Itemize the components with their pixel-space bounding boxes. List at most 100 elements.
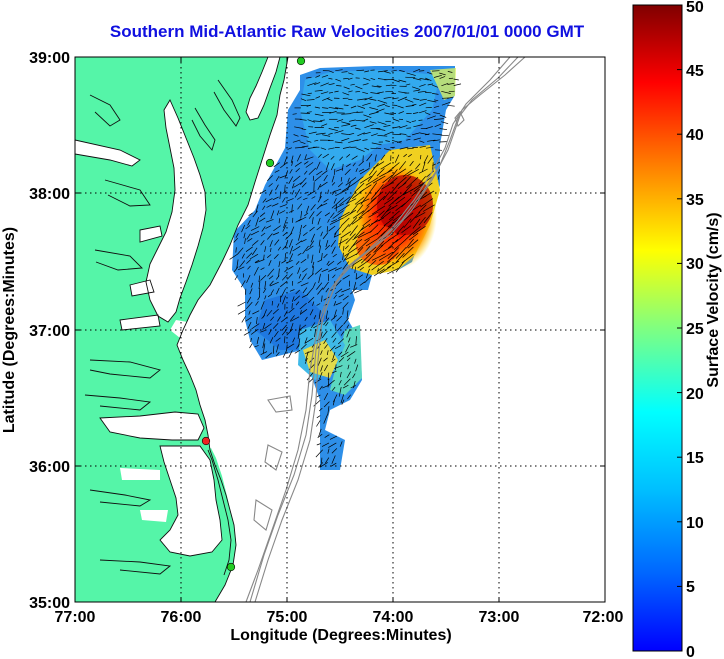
velocity-vector (409, 160, 414, 167)
velocity-vector (438, 169, 440, 174)
velocity-vector (302, 245, 309, 255)
velocity-vector (321, 252, 323, 261)
velocity-vector (291, 183, 295, 189)
velocity-vector (291, 160, 294, 166)
velocity-vector (311, 261, 315, 268)
velocity-vector (296, 154, 301, 162)
velocity-vector (298, 216, 307, 222)
velocity-vector (376, 210, 385, 218)
velocity-vector (344, 209, 357, 218)
velocity-vector (320, 91, 329, 95)
velocity-vector (319, 181, 328, 188)
velocity-vector (264, 295, 267, 300)
velocity-vector (313, 282, 316, 288)
velocity-vector (267, 175, 273, 182)
velocity-vector (317, 287, 324, 295)
velocity-vector (385, 204, 398, 213)
velocity-vector (336, 119, 344, 122)
velocity-vector (377, 268, 379, 273)
velocity-vector (363, 114, 372, 119)
velocity-vector (326, 350, 329, 356)
velocity-vector (317, 357, 322, 367)
velocity-vector (343, 317, 349, 325)
velocity-vector (308, 167, 317, 175)
velocity-vector (325, 287, 329, 293)
velocity-vector (331, 462, 337, 467)
velocity-vector (300, 343, 307, 350)
velocity-vector (290, 315, 295, 322)
velocity-vector (294, 126, 303, 129)
velocity-vector (269, 280, 274, 286)
velocity-vector (319, 371, 323, 380)
velocity-vector (390, 183, 400, 194)
velocity-vector (276, 287, 280, 295)
velocity-vector (311, 322, 316, 329)
velocity-vector (258, 281, 261, 289)
velocity-vector (401, 225, 412, 233)
velocity-vector (292, 337, 296, 343)
velocity-vector (255, 259, 265, 264)
velocity-vector (350, 287, 358, 295)
velocity-vector (406, 138, 411, 141)
velocity-vector (383, 245, 394, 252)
velocity-vector (419, 77, 429, 81)
x-tick-label: 75:00 (267, 609, 308, 626)
velocity-vector (351, 189, 365, 199)
station-marker-north[interactable] (296, 56, 306, 66)
velocity-vector (350, 105, 357, 109)
velocity-vector (262, 338, 266, 349)
velocity-vector (399, 125, 408, 129)
velocity-vector (292, 139, 301, 143)
velocity-vector (337, 338, 345, 345)
velocity-vector (331, 219, 338, 223)
velocity-vector (313, 323, 322, 329)
velocity-vector (383, 96, 392, 99)
velocity-vector (246, 301, 253, 310)
station-marker-duck[interactable] (201, 436, 211, 446)
velocity-vector (309, 240, 315, 248)
velocity-vector (332, 394, 338, 403)
velocity-vector (323, 253, 328, 259)
velocity-vector (266, 254, 272, 258)
station-marker-mid[interactable] (265, 158, 275, 168)
velocity-vector (383, 125, 391, 128)
velocity-vector (374, 154, 377, 162)
velocity-vector (423, 155, 429, 164)
velocity-vector (334, 365, 343, 369)
velocity-vector (355, 336, 357, 346)
velocity-vector (317, 196, 322, 203)
velocity-vector (354, 358, 357, 364)
velocity-vector (286, 328, 293, 336)
velocity-vector (243, 232, 246, 239)
velocity-vector (376, 225, 386, 235)
velocity-vector (329, 111, 337, 114)
station-marker-south[interactable] (226, 562, 236, 572)
velocity-vector (447, 104, 455, 107)
velocity-vector (385, 105, 390, 108)
velocity-vector (448, 90, 455, 93)
velocity-vector (380, 224, 393, 237)
velocity-vector (368, 162, 371, 168)
velocity-vector (334, 203, 344, 210)
velocity-vector (377, 103, 386, 107)
velocity-vector (341, 137, 350, 142)
velocity-vector (261, 314, 265, 319)
velocity-vector (351, 155, 358, 160)
velocity-vector (437, 174, 440, 180)
velocity-vector (441, 90, 451, 94)
velocity-vector (424, 112, 431, 116)
velocity-vector (331, 455, 336, 464)
velocity-vector (387, 169, 398, 182)
velocity-vector (323, 296, 330, 301)
velocity-vector (354, 127, 361, 130)
velocity-vector (360, 253, 371, 264)
velocity-vector (387, 190, 398, 201)
velocity-vector (256, 317, 258, 325)
velocity-vector (434, 123, 442, 128)
velocity-vector (395, 196, 406, 205)
velocity-vector (347, 364, 350, 370)
velocity-vector (331, 175, 335, 183)
velocity-vector (283, 336, 286, 344)
velocity-vector (272, 196, 279, 201)
velocity-vector (413, 137, 421, 141)
